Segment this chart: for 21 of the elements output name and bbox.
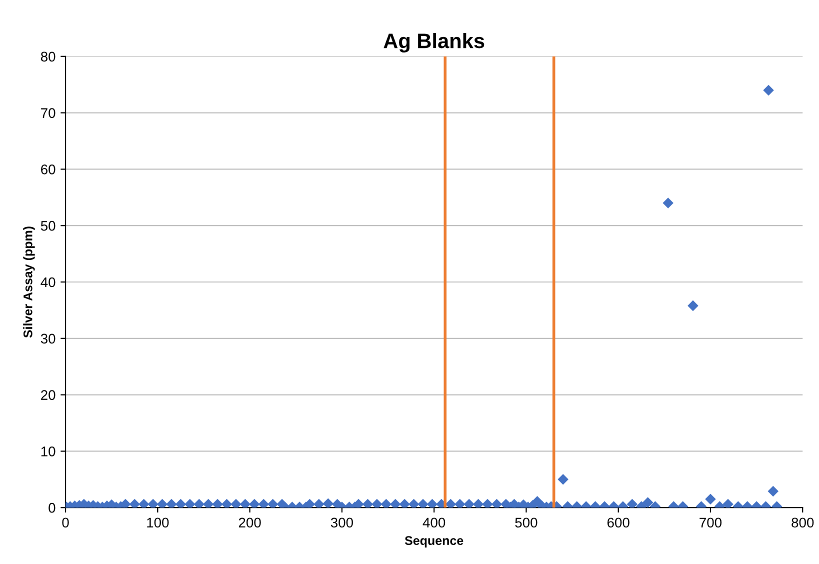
x-tick-label: 0 xyxy=(62,518,69,528)
y-tick-label: 60 xyxy=(41,164,56,174)
y-tick-label: 50 xyxy=(40,220,56,231)
y-tick-label: 10 xyxy=(41,446,56,456)
y-tick-label: 0 xyxy=(48,502,56,513)
x-tick-label: 200 xyxy=(238,518,261,528)
x-tick-label: 600 xyxy=(607,518,630,528)
x-tick-label: 800 xyxy=(792,518,814,528)
x-tick-label: 100 xyxy=(147,518,169,528)
y-tick-label: 30 xyxy=(40,334,56,344)
y-tick-label: 70 xyxy=(41,108,56,118)
x-tick-label: 500 xyxy=(515,518,538,528)
x-tick-label: 400 xyxy=(422,518,446,528)
x-axis-title: Sequence xyxy=(404,536,464,548)
y-tick-label: 20 xyxy=(41,390,56,400)
y-tick-label: 40 xyxy=(40,277,56,288)
x-tick-label: 700 xyxy=(700,518,722,528)
y-axis-title: Silver Assay (ppm) xyxy=(23,226,35,338)
x-tick-label: 300 xyxy=(330,518,353,528)
chart-title: Ag Blanks xyxy=(384,32,484,52)
y-tick-label: 80 xyxy=(40,52,56,62)
